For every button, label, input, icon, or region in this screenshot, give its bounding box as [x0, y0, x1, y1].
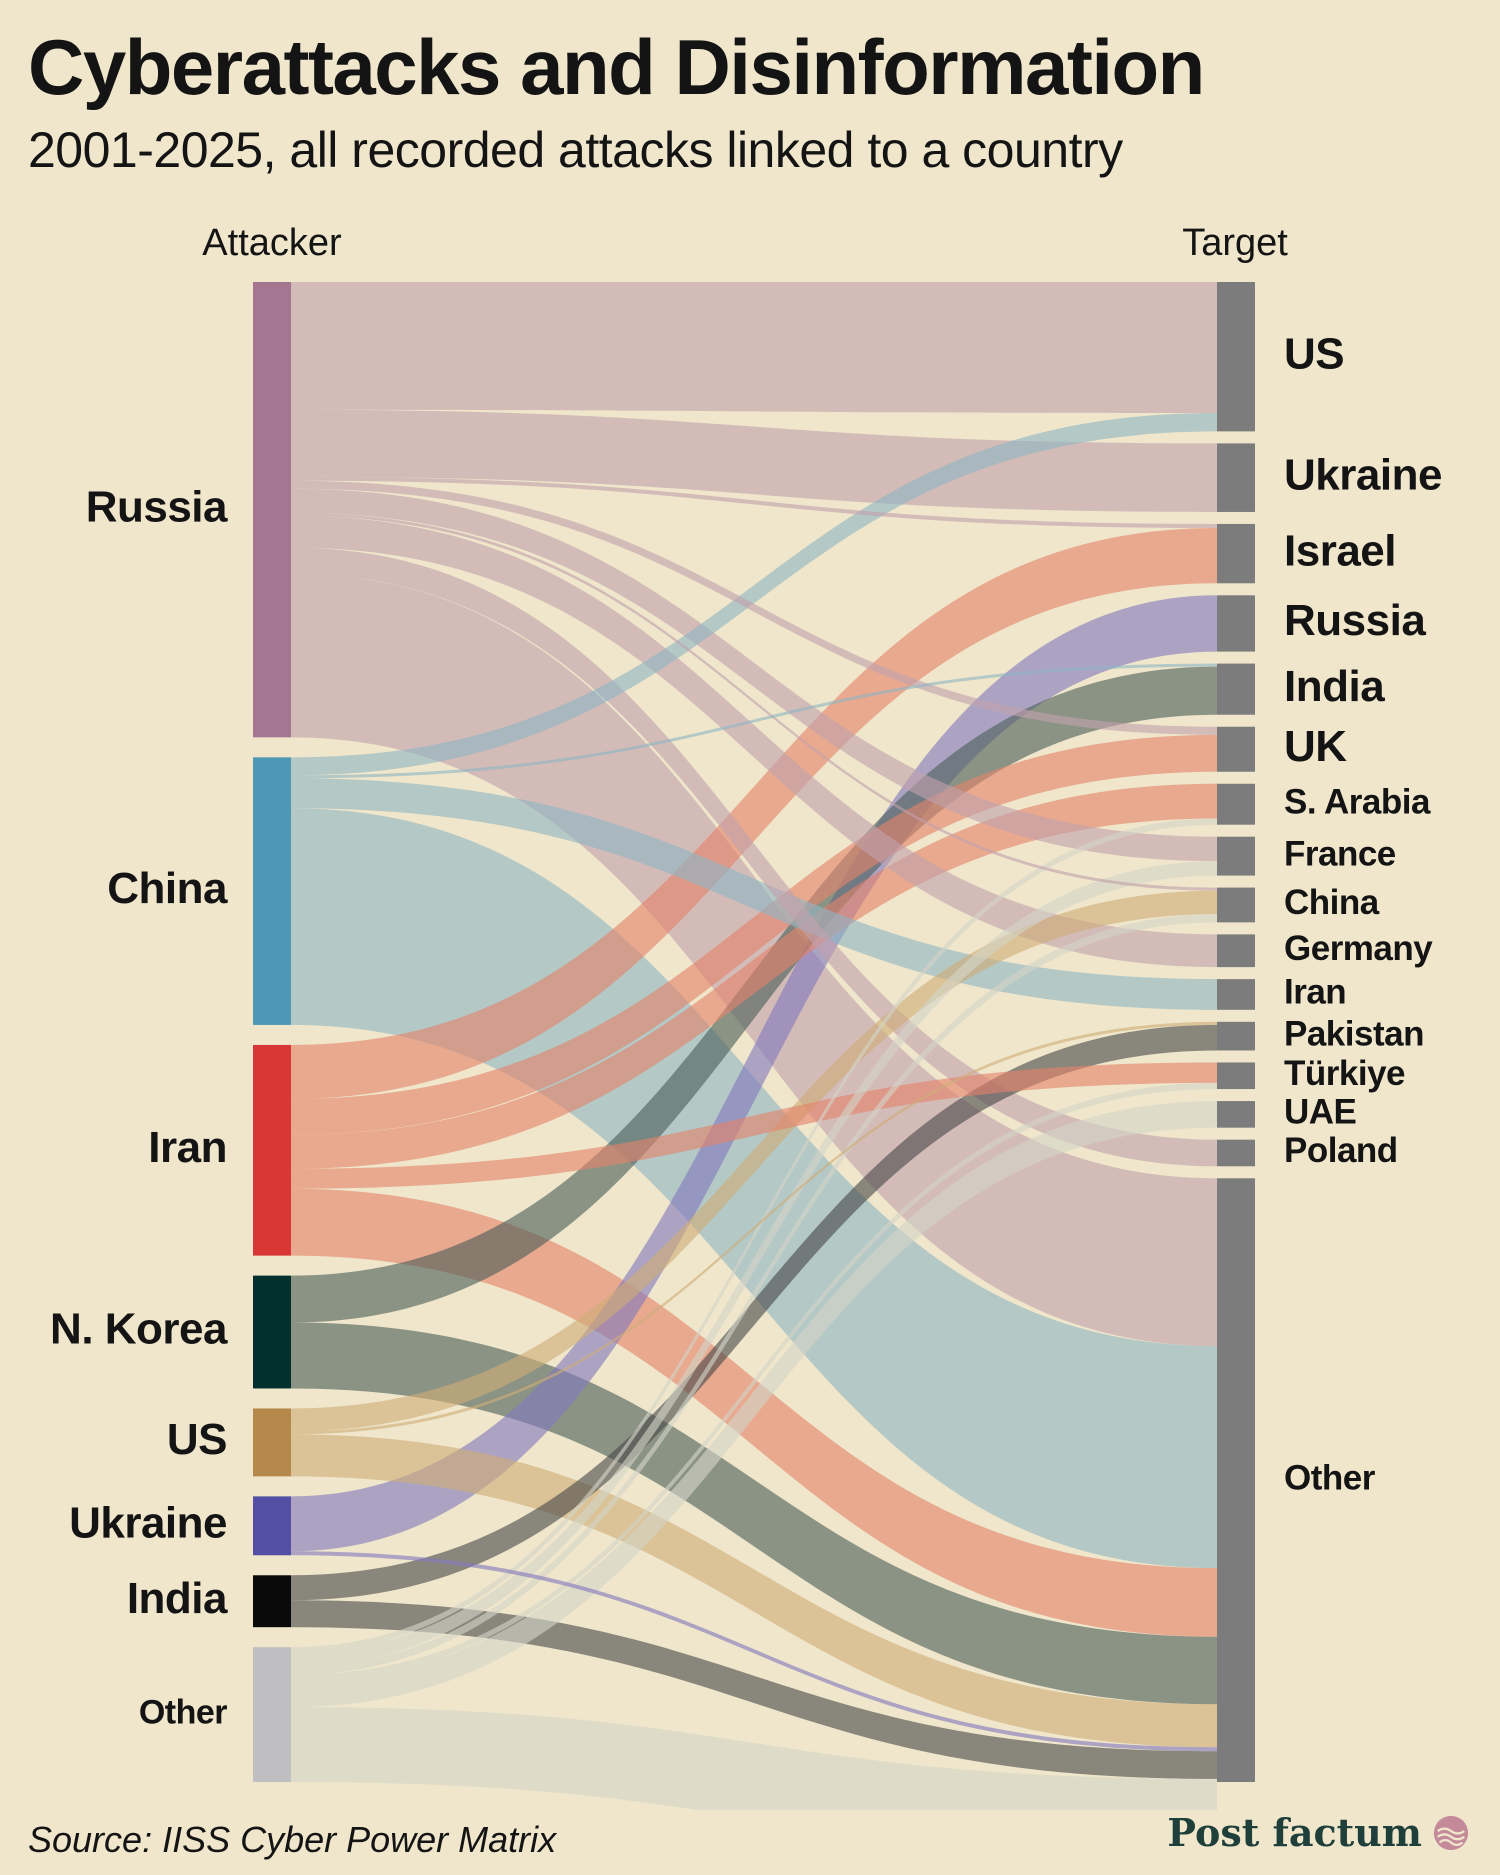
link-india-to-pakistan — [291, 1024, 1217, 1601]
link-russia-to-poland — [291, 547, 1217, 1167]
target-label-israel: Israel — [1284, 526, 1396, 575]
source-label-us: US — [167, 1415, 227, 1464]
source-note: Source: IISS Cyber Power Matrix — [28, 1819, 557, 1860]
target-label-germany: Germany — [1284, 929, 1433, 968]
link-other-to-t-rkiye — [291, 1082, 1217, 1682]
sankey-chart: Russia China Iran N. Korea US Ukraine India Oth… — [50, 222, 1442, 1810]
link-us-to-china — [291, 890, 1217, 1432]
source-node-ukraine — [253, 1496, 291, 1556]
link-ukraine-to-other — [291, 1551, 1217, 1752]
target-label-china: China — [1284, 883, 1380, 922]
source-node-india — [253, 1575, 291, 1628]
link-china-to-iran — [291, 778, 1217, 1010]
link-other-to-france — [291, 861, 1217, 1668]
source-label-other: Other — [139, 1694, 227, 1732]
target-node-us — [1217, 282, 1255, 432]
source-label-russia: Russia — [86, 482, 228, 531]
target-label-poland: Poland — [1284, 1131, 1398, 1170]
chart-subtitle: 2001-2025, all recorded attacks linked t… — [28, 122, 1123, 178]
brand-logo-icon — [1433, 1815, 1469, 1850]
link-russia-to-ukraine — [291, 409, 1217, 512]
link-other-to-other — [291, 1707, 1217, 1810]
target-label-s-arabia: S. Arabia — [1284, 782, 1431, 821]
target-label-india: India — [1284, 662, 1385, 711]
target-node-germany — [1217, 934, 1255, 968]
source-node-iran — [253, 1044, 291, 1256]
target-node-t-rkiye — [1217, 1062, 1255, 1090]
chart-title: Cyberattacks and Disinformation — [28, 23, 1205, 111]
link-us-to-pakistan — [291, 1021, 1217, 1435]
source-label-india: India — [127, 1574, 228, 1623]
source-node-russia — [253, 282, 291, 738]
target-label-iran: Iran — [1284, 973, 1346, 1012]
attacker-column-header: Attacker — [202, 222, 342, 264]
link-china-to-us — [291, 412, 1217, 776]
target-node-ukraine — [1217, 443, 1255, 512]
target-node-s-arabia — [1217, 783, 1255, 825]
target-node-uae — [1217, 1101, 1255, 1128]
link-n-korea-to-india — [291, 666, 1217, 1323]
source-node-n-korea — [253, 1275, 291, 1389]
link-russia-to-uk — [291, 480, 1217, 735]
target-node-other — [1217, 1178, 1255, 1782]
target-node-poland — [1217, 1139, 1255, 1167]
target-node-russia — [1217, 595, 1255, 652]
source-label-china: China — [107, 864, 228, 913]
target-label-uae: UAE — [1284, 1093, 1356, 1132]
brand-name: Post factum — [1167, 1810, 1422, 1855]
target-node-france — [1217, 836, 1255, 876]
target-label-france: France — [1284, 834, 1396, 873]
link-russia-to-germany — [291, 515, 1217, 968]
target-node-israel — [1217, 523, 1255, 584]
target-node-iran — [1217, 979, 1255, 1010]
source-label-n-korea: N. Korea — [50, 1305, 228, 1354]
labels-layer: Russia China Iran N. Korea US Ukraine India Oth… — [50, 222, 1442, 1732]
link-other-to-china — [291, 914, 1217, 1676]
target-label-t-rkiye: Türkiye — [1284, 1054, 1405, 1093]
link-russia-to-israel — [291, 476, 1217, 529]
link-ukraine-to-russia — [291, 595, 1217, 1552]
target-label-us: US — [1284, 329, 1344, 378]
link-us-to-other — [291, 1434, 1217, 1748]
source-label-ukraine: Ukraine — [69, 1498, 227, 1547]
brand[interactable]: Post factum — [1167, 1810, 1470, 1855]
link-other-to-uae — [291, 1101, 1217, 1708]
link-iran-to-uk — [291, 734, 1217, 1135]
link-russia-to-china — [291, 512, 1217, 891]
link-iran-to-s-arabia — [291, 783, 1217, 1169]
link-iran-to-t-rkiye — [291, 1062, 1217, 1189]
source-node-china — [253, 757, 291, 1025]
target-label-pakistan: Pakistan — [1284, 1014, 1424, 1053]
target-label-uk: UK — [1284, 722, 1347, 771]
target-label-russia: Russia — [1284, 596, 1426, 645]
link-other-to-s-arabia — [291, 818, 1217, 1654]
link-russia-to-us — [291, 282, 1217, 413]
link-china-to-india — [291, 663, 1217, 779]
target-node-uk — [1217, 726, 1255, 772]
target-node-pakistan — [1217, 1021, 1255, 1051]
link-india-to-other — [291, 1600, 1217, 1779]
target-node-china — [1217, 887, 1255, 923]
nodes-layer — [253, 282, 1255, 1782]
source-label-iran: Iran — [148, 1123, 227, 1172]
target-label-other: Other — [1284, 1458, 1376, 1497]
source-node-us — [253, 1408, 291, 1477]
links-layer — [291, 282, 1217, 1810]
target-column-header: Target — [1182, 222, 1288, 264]
link-iran-to-israel — [291, 528, 1217, 1099]
source-node-other — [253, 1647, 291, 1782]
target-node-india — [1217, 663, 1255, 715]
link-russia-to-france — [291, 488, 1217, 862]
target-label-ukraine: Ukraine — [1284, 450, 1442, 499]
